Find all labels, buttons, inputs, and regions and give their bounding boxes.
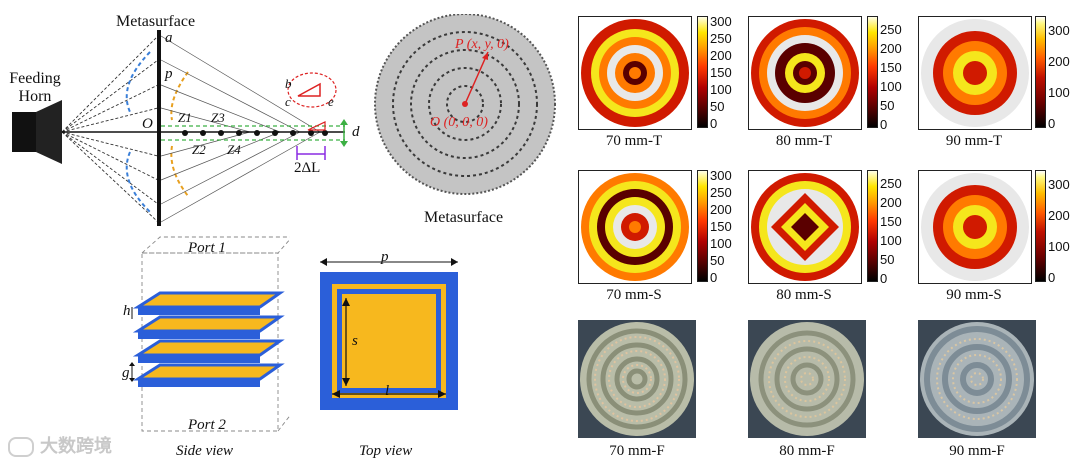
tick-label: 50 <box>880 98 895 113</box>
feeding-horn-label: Feeding Horn <box>4 70 66 106</box>
label-z2: Z2 <box>192 142 206 157</box>
map-90-s <box>918 170 1032 284</box>
watermark-text: 大数跨境 <box>40 436 112 457</box>
label-2delta-l: 2ΔL <box>294 160 321 176</box>
tick-label: 0 <box>1048 116 1056 131</box>
side-view-diagram <box>129 236 290 432</box>
tick-label: 200 <box>710 48 732 63</box>
tick-label: 0 <box>710 116 718 131</box>
top-view-caption: Top view <box>359 443 413 459</box>
tick-label: 150 <box>880 60 902 75</box>
tick-label: 250 <box>710 185 732 200</box>
caption-90-s: 90 mm-S <box>946 287 1002 303</box>
tick-label: 200 <box>880 195 902 210</box>
top-view-diagram <box>320 258 458 410</box>
label-c: c <box>285 94 291 109</box>
caption-70-t: 70 mm-T <box>605 133 663 149</box>
tick-label: 50 <box>880 252 895 267</box>
map-90-t <box>918 16 1032 130</box>
top-s-label: s <box>352 333 358 349</box>
metasurface-caption: Metasurface <box>424 209 504 226</box>
tick-label: 200 <box>1048 54 1070 69</box>
tick-label: 50 <box>710 253 725 268</box>
schematic-diagram <box>12 30 348 226</box>
position-arrow <box>464 51 489 105</box>
label-z3: Z3 <box>211 110 225 125</box>
tick-label: 50 <box>710 99 725 114</box>
map-70-t <box>578 16 692 130</box>
point-o-label: O (0, 0, 0) <box>430 115 488 130</box>
tick-label: 100 <box>880 233 902 248</box>
label-a: a <box>165 30 173 46</box>
tick-label: 200 <box>710 202 732 217</box>
side-view-caption: Side view <box>176 443 234 459</box>
tick-label: 300 <box>1048 23 1070 38</box>
colorbar-90-s <box>1035 170 1046 282</box>
caption-80-f: 80 mm-F <box>779 443 835 459</box>
tick-label: 150 <box>710 65 732 80</box>
horn-body <box>12 112 36 152</box>
watermark: 大数跨境 <box>8 432 112 458</box>
metasurface-label: Metasurface <box>116 13 196 30</box>
inner-gold-patch <box>342 294 436 388</box>
tick-label: 100 <box>880 79 902 94</box>
tick-label: 0 <box>1048 270 1056 285</box>
map-80-t <box>748 16 862 130</box>
colorbar-70-t <box>697 16 708 128</box>
tick-label: 0 <box>710 270 718 285</box>
watermark-logo-icon <box>8 437 34 457</box>
photo-90-f <box>918 320 1036 438</box>
port2-label: Port 2 <box>188 417 226 433</box>
caption-70-s: 70 mm-S <box>606 287 662 303</box>
metasurface-view <box>374 14 556 195</box>
label-b: b <box>285 76 292 91</box>
label-z4: Z4 <box>227 142 241 157</box>
colorbar-80-s <box>867 170 878 282</box>
top-p-label: p <box>381 249 389 265</box>
label-p: p <box>165 66 173 82</box>
metasurface-bar <box>157 30 161 226</box>
photo-70-f <box>578 320 696 438</box>
tick-label: 150 <box>710 219 732 234</box>
caption-80-s: 80 mm-S <box>776 287 832 303</box>
tick-label: 100 <box>710 82 732 97</box>
caption-80-t: 80 mm-T <box>775 133 833 149</box>
feeding-label: Feeding <box>9 70 61 87</box>
caption-90-f: 90 mm-F <box>949 443 1005 459</box>
tick-label: 250 <box>880 176 902 191</box>
point-p-label: P (x, y, 0) <box>455 37 509 52</box>
caption-90-t: 90 mm-T <box>945 133 1003 149</box>
port1-label: Port 1 <box>188 240 226 256</box>
map-70-s <box>578 170 692 284</box>
tick-label: 0 <box>880 117 888 132</box>
photo-80-f <box>748 320 866 438</box>
colorbar-70-s <box>697 170 708 282</box>
g-label: g <box>122 365 130 381</box>
tick-label: 300 <box>710 168 732 183</box>
layer-stack <box>132 291 285 387</box>
horn-label: Horn <box>18 88 52 105</box>
tick-label: 150 <box>880 214 902 229</box>
top-l-label: l <box>385 383 390 399</box>
tick-label: 250 <box>710 31 732 46</box>
label-z1: Z1 <box>178 110 192 125</box>
tick-label: 100 <box>1048 85 1070 100</box>
map-80-s <box>748 170 862 284</box>
tick-label: 200 <box>1048 208 1070 223</box>
tick-label: 0 <box>880 271 888 286</box>
horn-flare <box>36 100 62 164</box>
tick-label: 250 <box>880 22 902 37</box>
tick-label: 200 <box>880 41 902 56</box>
colorbar-80-t <box>867 16 878 128</box>
label-e: e <box>328 94 334 109</box>
caption-70-f: 70 mm-F <box>609 443 665 459</box>
tick-label: 100 <box>710 236 732 251</box>
h-label: h <box>123 303 131 319</box>
tick-label: 300 <box>1048 177 1070 192</box>
tick-label: 300 <box>710 14 732 29</box>
label-d: d <box>352 124 360 140</box>
colorbar-90-t <box>1035 16 1046 128</box>
tick-label: 100 <box>1048 239 1070 254</box>
label-o: O <box>142 116 153 132</box>
